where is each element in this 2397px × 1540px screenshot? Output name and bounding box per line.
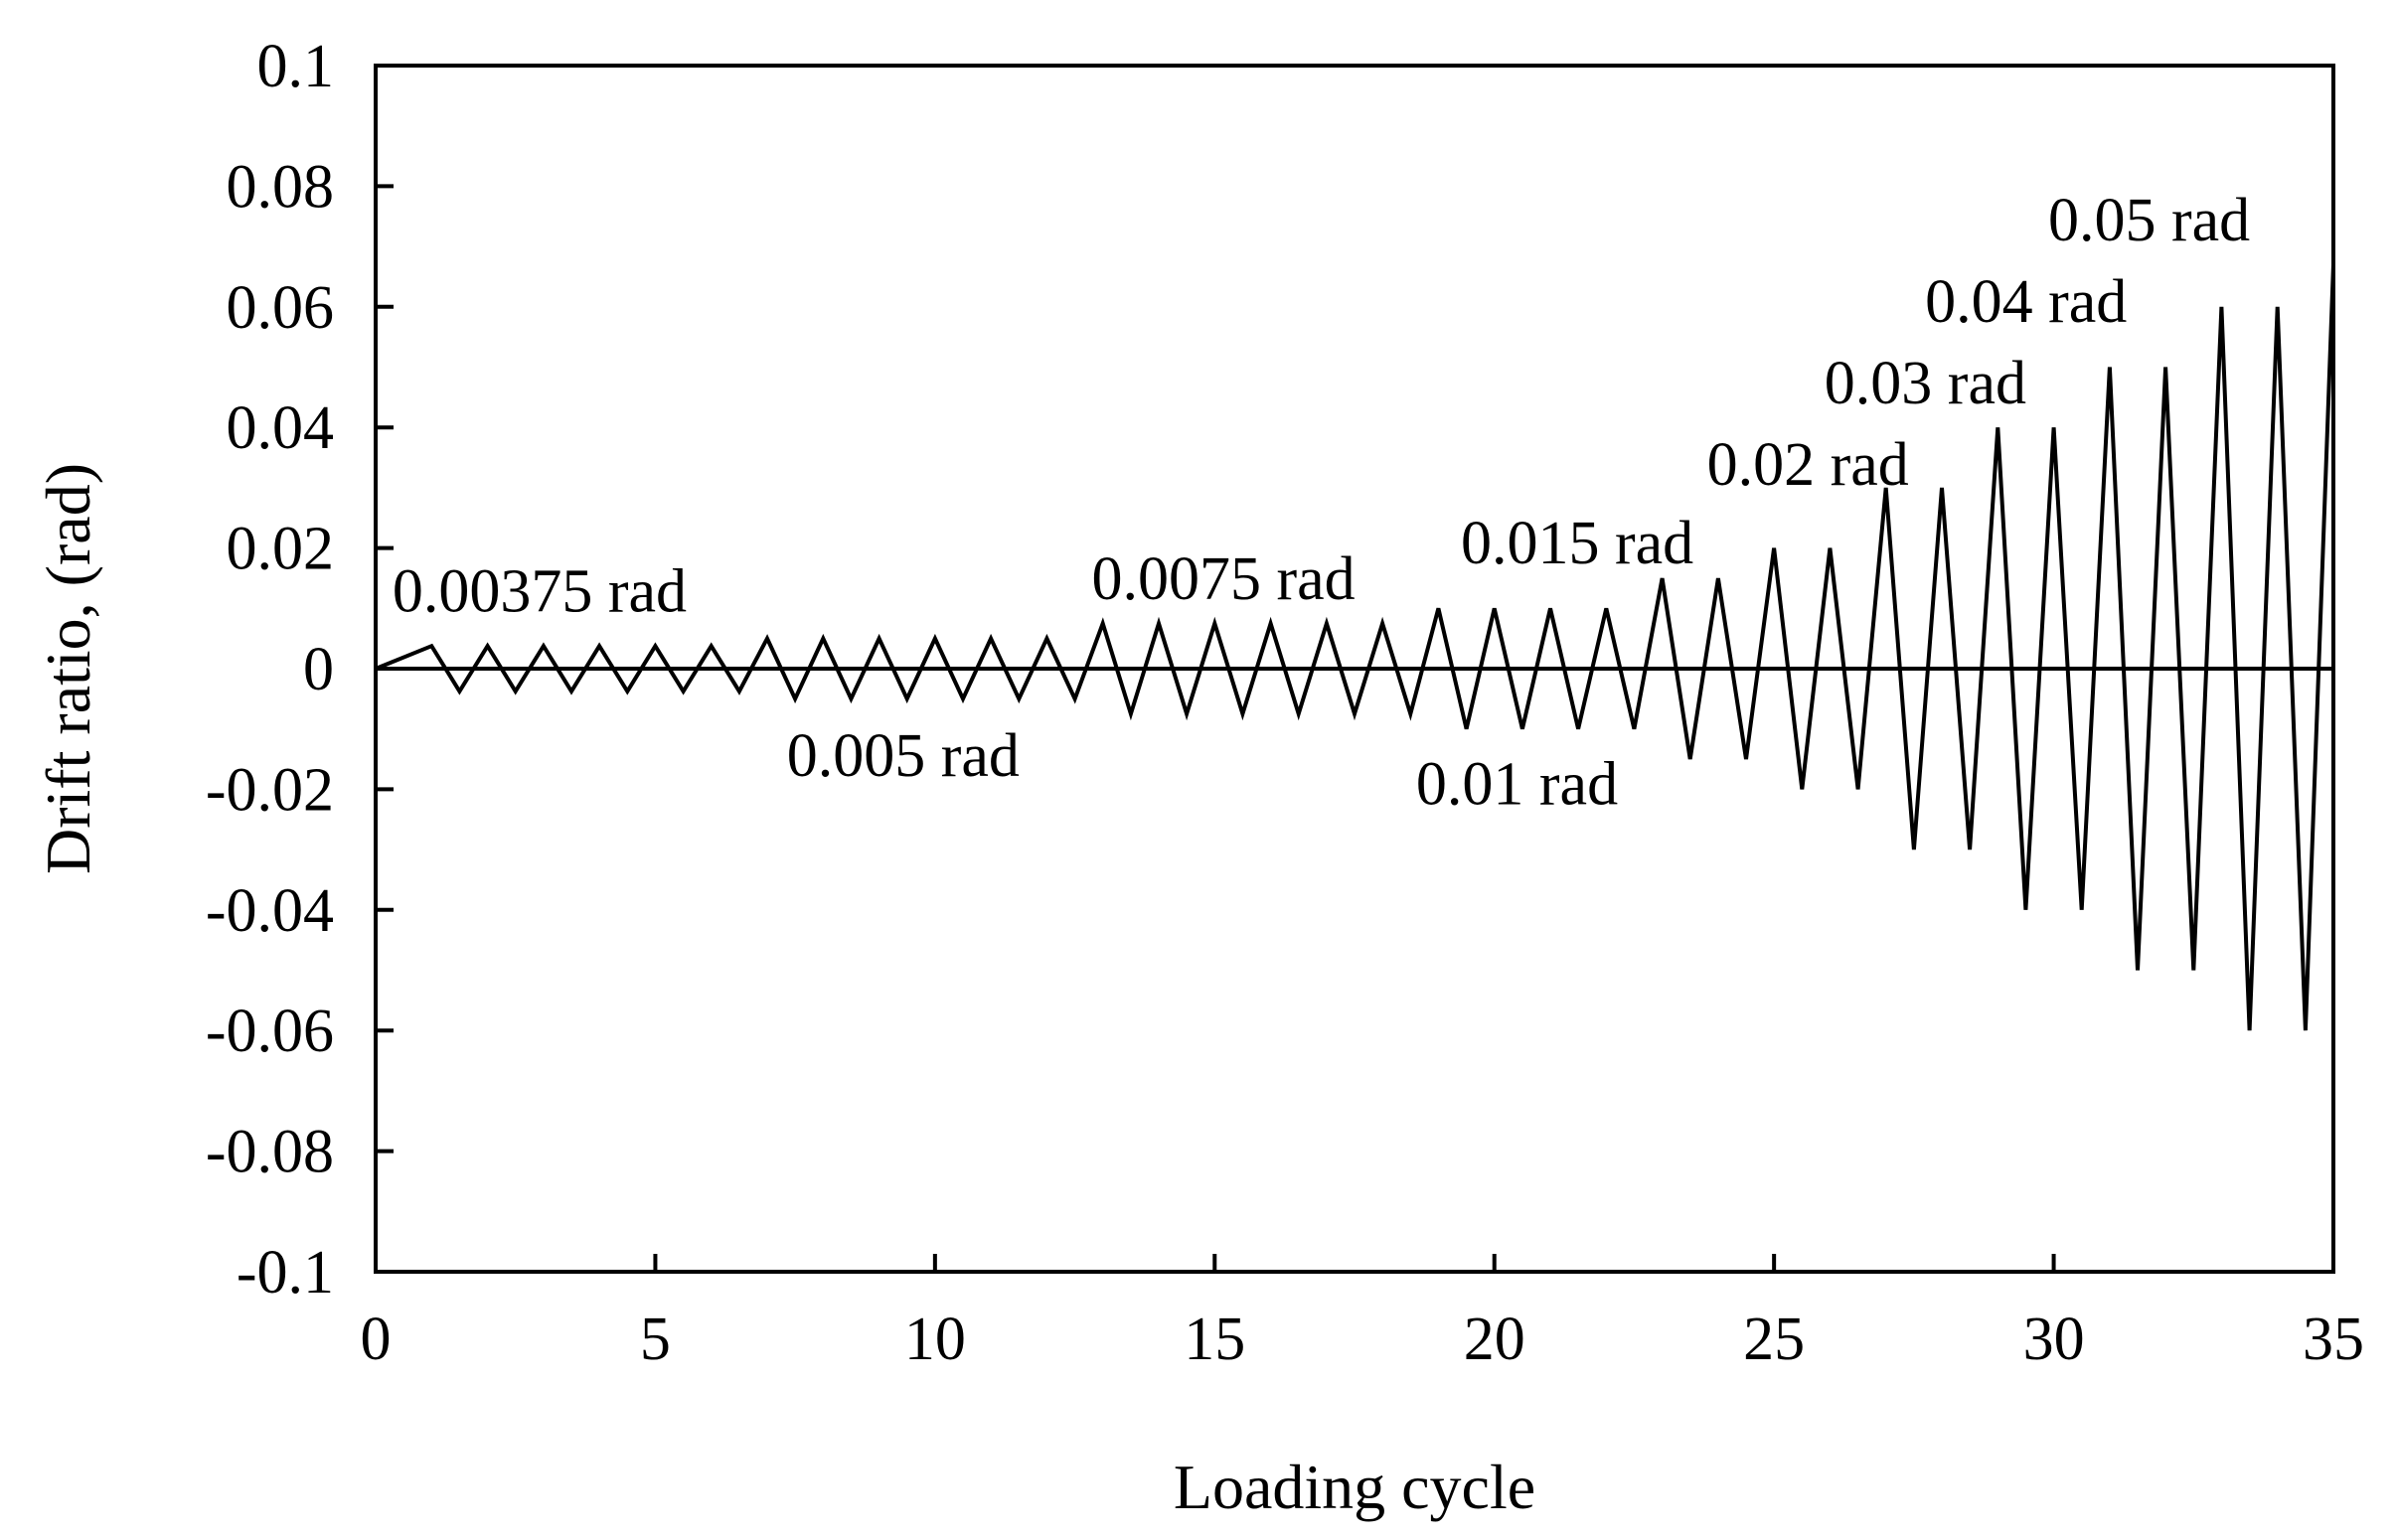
x-tick-label: 5	[640, 1306, 671, 1373]
x-tick-label: 15	[1184, 1306, 1245, 1373]
amplitude-annotation: 0.0075 rad	[1091, 545, 1355, 613]
y-tick-label: 0.02	[227, 516, 335, 583]
x-axis-label: Loading cycle	[1174, 1452, 1535, 1522]
x-tick-label: 35	[2303, 1306, 2364, 1373]
amplitude-annotation: 0.005 rad	[787, 722, 1020, 790]
amplitude-annotation: 0.015 rad	[1461, 510, 1693, 577]
y-tick-label: 0.08	[227, 153, 335, 221]
y-tick-label: 0.06	[227, 274, 335, 342]
x-tick-label: 10	[904, 1306, 966, 1373]
x-tick-label: 0	[361, 1306, 392, 1373]
amplitude-annotation: 0.01 rad	[1416, 751, 1618, 819]
y-axis-ticks: 0.1 0.08 0.06 0.04 0.02 0 -0.02 -0.04 -0.06 -0.08…	[206, 33, 394, 1307]
amplitude-annotations: 0.00375 rad 0.005 rad 0.0075 rad 0.01 rad 0.…	[393, 187, 2250, 819]
y-axis-label: Drift ratio, (rad)	[33, 463, 103, 874]
x-tick-label: 30	[2023, 1306, 2085, 1373]
y-tick-label: -0.04	[206, 877, 334, 945]
y-tick-label: -0.08	[206, 1119, 334, 1186]
y-tick-label: -0.1	[237, 1239, 334, 1307]
amplitude-annotation: 0.02 rad	[1707, 431, 1909, 499]
y-tick-label: 0.1	[257, 33, 335, 100]
y-tick-label: -0.06	[206, 998, 334, 1065]
series-line-drift	[375, 264, 2335, 1031]
x-tick-label: 25	[1743, 1306, 1805, 1373]
amplitude-annotation: 0.00375 rad	[393, 557, 687, 625]
y-tick-label: 0.04	[227, 394, 335, 462]
y-tick-label: 0	[303, 636, 334, 703]
x-axis-ticks: 0 5 10 15 20 25 30 35	[361, 1254, 2364, 1373]
x-tick-label: 20	[1464, 1306, 1525, 1373]
y-tick-label: -0.02	[206, 756, 334, 824]
amplitude-annotation: 0.03 rad	[1825, 350, 2026, 417]
amplitude-annotation: 0.05 rad	[2048, 187, 2250, 254]
amplitude-annotation: 0.04 rad	[1925, 268, 2127, 336]
